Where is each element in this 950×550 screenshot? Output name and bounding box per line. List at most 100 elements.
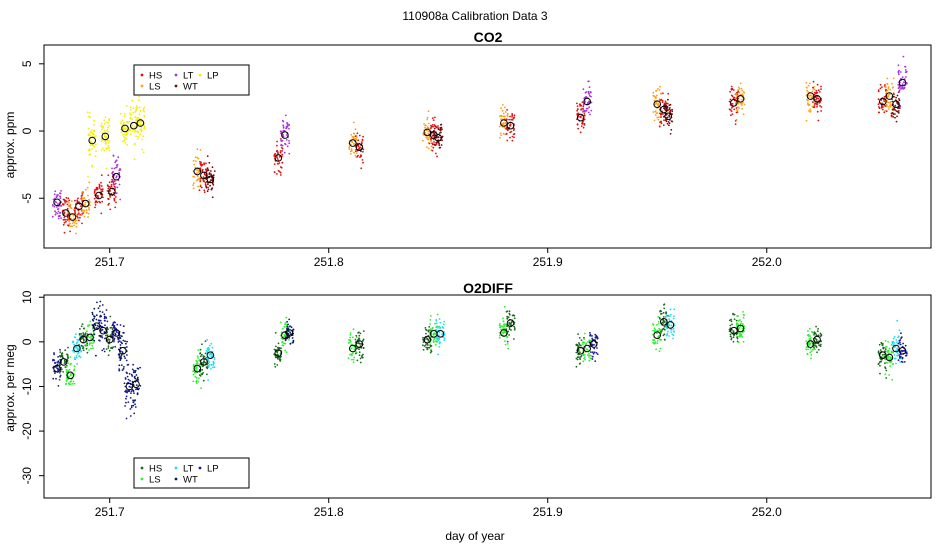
data-point — [736, 109, 739, 111]
data-point — [582, 108, 585, 111]
data-point — [202, 365, 204, 368]
data-point — [742, 113, 745, 116]
data-point — [591, 355, 594, 358]
data-point — [124, 405, 126, 407]
data-point — [506, 343, 509, 345]
data-point — [820, 88, 822, 90]
data-point — [596, 347, 598, 349]
data-point — [886, 350, 888, 352]
data-point — [731, 323, 733, 326]
data-point — [113, 340, 115, 343]
data-point — [274, 332, 277, 334]
data-point — [666, 116, 669, 119]
data-point — [62, 371, 65, 373]
data-point — [87, 127, 90, 130]
data-point — [204, 168, 207, 171]
cluster-mean-marker — [59, 358, 68, 366]
data-point — [98, 305, 101, 307]
data-point — [124, 340, 126, 343]
data-point — [67, 205, 70, 207]
x-tick-label: 251.8 — [314, 505, 344, 519]
data-point — [808, 104, 811, 106]
data-point — [442, 323, 445, 326]
data-point — [436, 341, 438, 343]
data-point — [901, 357, 904, 360]
data-point — [83, 327, 85, 330]
data-point — [732, 331, 735, 333]
data-point — [78, 333, 81, 335]
data-point — [106, 334, 109, 336]
data-point — [896, 341, 898, 343]
data-point — [192, 175, 195, 178]
data-point — [126, 354, 128, 356]
data-point — [284, 349, 287, 352]
data-point — [123, 115, 126, 118]
data-point — [730, 88, 733, 91]
data-point — [60, 217, 62, 220]
cluster-mean-marker — [813, 335, 821, 344]
data-point — [192, 182, 195, 185]
data-point — [897, 335, 900, 338]
data-point — [119, 350, 122, 353]
data-point — [738, 107, 740, 109]
data-point — [213, 358, 216, 361]
data-point — [441, 135, 444, 138]
data-point — [575, 351, 578, 354]
data-point — [100, 322, 103, 324]
data-point — [348, 341, 350, 344]
data-point — [113, 180, 116, 183]
x-tick-label: 251.9 — [533, 505, 563, 519]
data-point — [589, 332, 591, 334]
data-point — [288, 127, 290, 130]
data-point — [281, 139, 284, 142]
data-point — [594, 336, 597, 339]
data-point — [192, 159, 195, 162]
data-point — [65, 366, 68, 368]
data-point — [580, 125, 583, 127]
data-point — [63, 211, 66, 214]
data-point — [98, 187, 101, 190]
data-point — [655, 102, 657, 105]
data-point — [75, 232, 77, 235]
data-point — [79, 205, 82, 208]
data-point — [103, 122, 106, 125]
data-point — [506, 113, 509, 115]
data-point — [662, 115, 665, 118]
data-point — [894, 346, 896, 349]
data-point — [203, 180, 206, 183]
data-point — [200, 161, 202, 164]
data-point — [90, 347, 92, 350]
data-point — [53, 352, 55, 354]
data-point — [881, 108, 884, 111]
data-point — [670, 331, 673, 334]
data-point — [807, 330, 809, 332]
data-point — [805, 82, 808, 84]
data-point — [506, 109, 508, 111]
data-point — [741, 335, 744, 338]
y-tick-label: -20 — [20, 422, 34, 440]
data-point — [81, 210, 83, 213]
data-point — [65, 200, 68, 203]
data-point — [202, 179, 205, 181]
data-point — [498, 136, 501, 139]
data-point — [898, 69, 900, 72]
data-point — [82, 338, 85, 341]
cluster-mean-marker — [349, 344, 357, 353]
data-point — [361, 356, 364, 359]
data-point — [99, 319, 101, 322]
data-point — [732, 312, 734, 315]
data-point — [588, 86, 591, 89]
data-point — [80, 349, 82, 352]
data-point — [895, 339, 898, 341]
data-point — [210, 188, 213, 191]
data-point — [195, 376, 198, 379]
data-point — [285, 326, 287, 328]
data-point — [130, 108, 132, 111]
data-point — [903, 81, 905, 84]
data-point — [669, 111, 671, 113]
data-point — [737, 86, 740, 89]
data-point — [352, 328, 355, 331]
data-point — [581, 122, 583, 125]
data-point — [810, 94, 812, 97]
data-point — [898, 354, 901, 356]
